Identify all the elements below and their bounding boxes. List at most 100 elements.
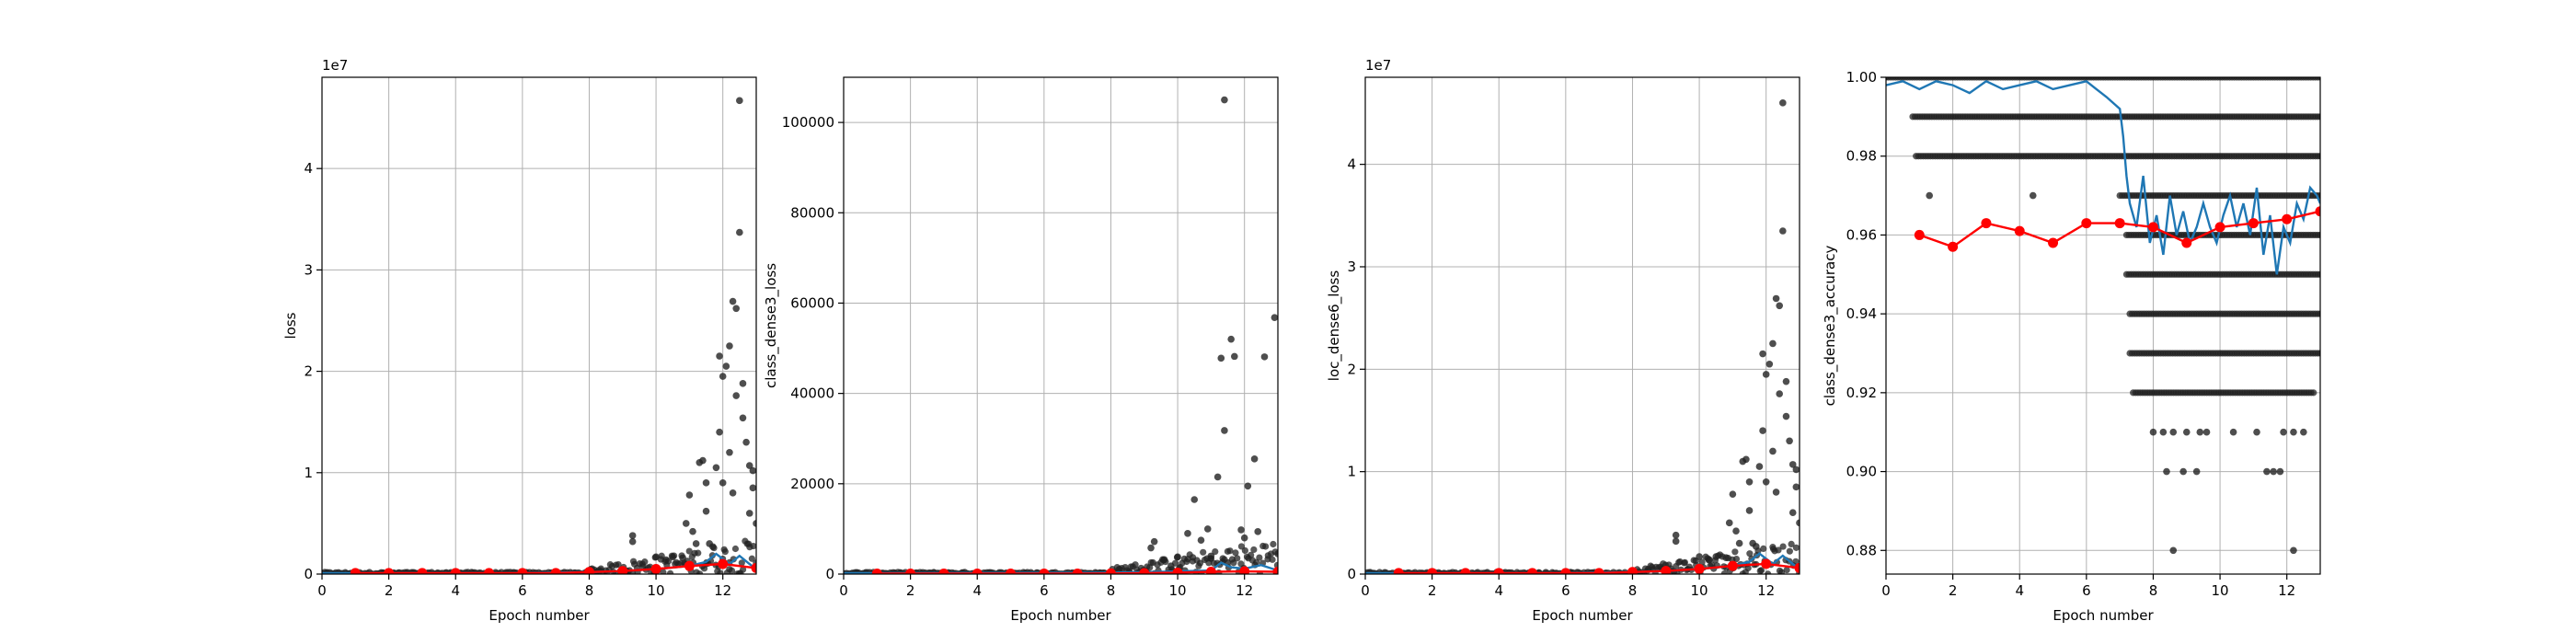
scatter-point xyxy=(2317,310,2320,317)
x-tick-label: 4 xyxy=(2015,582,2024,599)
scatter-point xyxy=(1720,569,1728,574)
scatter-point xyxy=(2229,428,2237,436)
scatter-point xyxy=(1776,390,1784,397)
y-tick-label: 3 xyxy=(1347,259,1356,275)
scatter-point xyxy=(1162,558,1169,566)
scatter-point xyxy=(1792,483,1800,491)
epoch-marker xyxy=(1393,568,1404,574)
scatter-point xyxy=(1732,555,1741,563)
scatter-point xyxy=(1244,482,1252,490)
epoch-marker xyxy=(972,569,983,574)
y-tick-label: 2 xyxy=(304,363,313,380)
scatter-point xyxy=(736,97,743,105)
scatter-point xyxy=(2196,428,2204,436)
scatter-point xyxy=(1775,546,1782,554)
scatter-point xyxy=(1250,546,1258,554)
scatter-point xyxy=(1759,350,1766,358)
scatter-point xyxy=(1779,227,1787,235)
scatter-point xyxy=(2317,77,2320,81)
scatter-point xyxy=(1256,554,1263,561)
scatter-point xyxy=(717,569,724,574)
epoch-marker xyxy=(1239,566,1250,574)
epoch-marker xyxy=(2248,218,2259,229)
axes-frame xyxy=(1364,76,1800,575)
scatter-point xyxy=(1248,551,1255,558)
scatter-point xyxy=(2169,546,2178,555)
epoch-marker xyxy=(905,569,916,574)
epoch-marker xyxy=(718,558,729,569)
epoch-marker xyxy=(417,568,428,574)
epoch-marker xyxy=(1205,567,1216,574)
scatter-point xyxy=(1742,455,1750,464)
epoch-marker xyxy=(1560,568,1571,574)
epoch-marker xyxy=(484,568,495,574)
scatter-point xyxy=(1254,528,1262,535)
scatter-point xyxy=(740,566,747,573)
epoch-marker xyxy=(938,569,949,574)
scatter-point xyxy=(678,552,685,559)
scatter-point xyxy=(1269,556,1276,563)
plot-area xyxy=(1365,99,1800,574)
x-tick-label: 8 xyxy=(2149,582,2158,599)
scatter-point xyxy=(2290,428,2297,436)
scatter-point xyxy=(1792,466,1800,474)
x-tick-label: 2 xyxy=(1949,582,1958,599)
scatter-point xyxy=(750,542,756,550)
plot-area xyxy=(322,97,756,574)
epoch-marker xyxy=(1694,563,1705,574)
epoch-marker xyxy=(450,568,461,574)
scatter-point xyxy=(1241,546,1248,555)
scatter-point xyxy=(628,537,637,546)
epoch-marker xyxy=(1427,568,1438,574)
x-tick-label: 0 xyxy=(839,582,848,599)
axes-frame xyxy=(843,76,1279,575)
scatter-point xyxy=(1762,477,1770,486)
scatter-point xyxy=(1788,509,1797,516)
epoch-marker xyxy=(384,568,395,574)
x-tick-label: 10 xyxy=(1691,582,1708,599)
scatter-point xyxy=(1271,548,1278,556)
scatter-point xyxy=(2163,467,2170,476)
scatter-point xyxy=(1762,371,1770,378)
epoch-marker xyxy=(1761,558,1772,569)
x-axis-label: Epoch number xyxy=(2053,607,2154,624)
scatter-point xyxy=(2317,350,2320,357)
scatter-point xyxy=(1769,447,1777,455)
scatter-point xyxy=(2182,428,2191,436)
scatter-point xyxy=(1779,99,1787,107)
epoch-marker xyxy=(617,566,628,574)
scatter-point xyxy=(1270,540,1277,548)
scatter-point xyxy=(716,428,723,436)
scatter-point xyxy=(1698,558,1706,566)
scatter-point xyxy=(1173,554,1181,561)
epoch-marker xyxy=(871,569,882,574)
scatter-point xyxy=(1757,567,1765,574)
scatter-point xyxy=(728,567,736,574)
scatter-point xyxy=(731,545,740,553)
scatter-point xyxy=(2280,428,2287,436)
scatter-point xyxy=(1212,547,1219,556)
scatter-point xyxy=(1234,555,1241,562)
scatter-point xyxy=(2317,270,2320,278)
y-tick-label: 20000 xyxy=(790,476,834,492)
chart-panel-4: 0 2 4 6 8 10 12 0.88 0.90 0.92 0.94 0.96 0.98 1.00 Epo… xyxy=(1822,69,2321,624)
scatter-point xyxy=(1213,473,1222,481)
scatter-point xyxy=(1672,531,1680,539)
scatter-point xyxy=(745,462,753,469)
y-axis-label: loss xyxy=(282,312,299,339)
scatter-point xyxy=(2317,231,2320,239)
epoch-marker xyxy=(1981,218,1992,229)
scatter-point xyxy=(1731,548,1739,556)
y-tick-label: 0 xyxy=(825,566,834,582)
scatter-point xyxy=(1190,496,1199,503)
scatter-point xyxy=(1745,477,1754,486)
scatter-point xyxy=(1776,302,1784,310)
scatter-point xyxy=(1796,519,1800,527)
scatter-point xyxy=(1232,549,1239,557)
scatter-point xyxy=(2253,428,2260,436)
scatter-point xyxy=(2290,546,2297,555)
scatter-point xyxy=(1926,191,1933,200)
axes-frame xyxy=(321,76,757,575)
x-tick-label: 2 xyxy=(385,582,394,599)
